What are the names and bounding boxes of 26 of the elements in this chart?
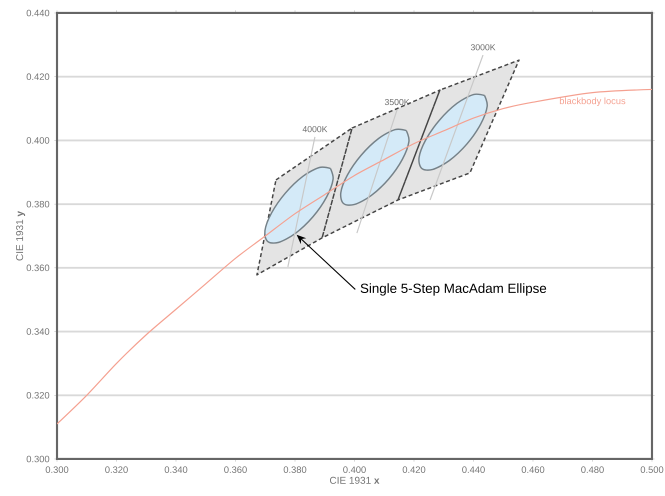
series-label: 4000K: [302, 126, 328, 132]
y-axis-title: CIE 1931 y: [16, 211, 26, 261]
x-tick-label: 0.480: [581, 466, 604, 473]
x-tick-label: 0.380: [284, 466, 306, 473]
series-label: 3500K: [384, 99, 410, 106]
y-tick-label: 0.340: [26, 328, 50, 335]
x-tick-label: 0.440: [462, 466, 485, 473]
series-label: 3000K: [470, 44, 496, 50]
y-tick-label: 0.420: [26, 73, 50, 80]
x-tick-label: 0.500: [640, 466, 664, 473]
y-tick-label: 0.300: [26, 456, 50, 462]
x-tick-label: 0.340: [164, 466, 188, 473]
x-tick-label: 0.320: [105, 466, 128, 473]
y-tick-label: 0.440: [26, 10, 50, 16]
x-tick-label: 0.300: [46, 466, 68, 473]
x-tick-label: 0.420: [402, 466, 426, 473]
y-tick-label: 0.380: [26, 200, 50, 208]
annotation: Single 5-Step MacAdam Ellipse: [360, 283, 546, 296]
series-label: blackbody locus: [560, 97, 626, 106]
x-tick-label: 0.360: [224, 466, 247, 473]
x-tick-label: 0.460: [522, 466, 544, 473]
x-tick-label: 0.400: [343, 466, 366, 473]
y-tick-label: 0.400: [26, 137, 50, 144]
y-tick-label: 0.360: [26, 264, 50, 272]
x-axis-title: CIE 1931 x: [330, 476, 380, 484]
y-tick-label: 0.320: [26, 392, 50, 399]
